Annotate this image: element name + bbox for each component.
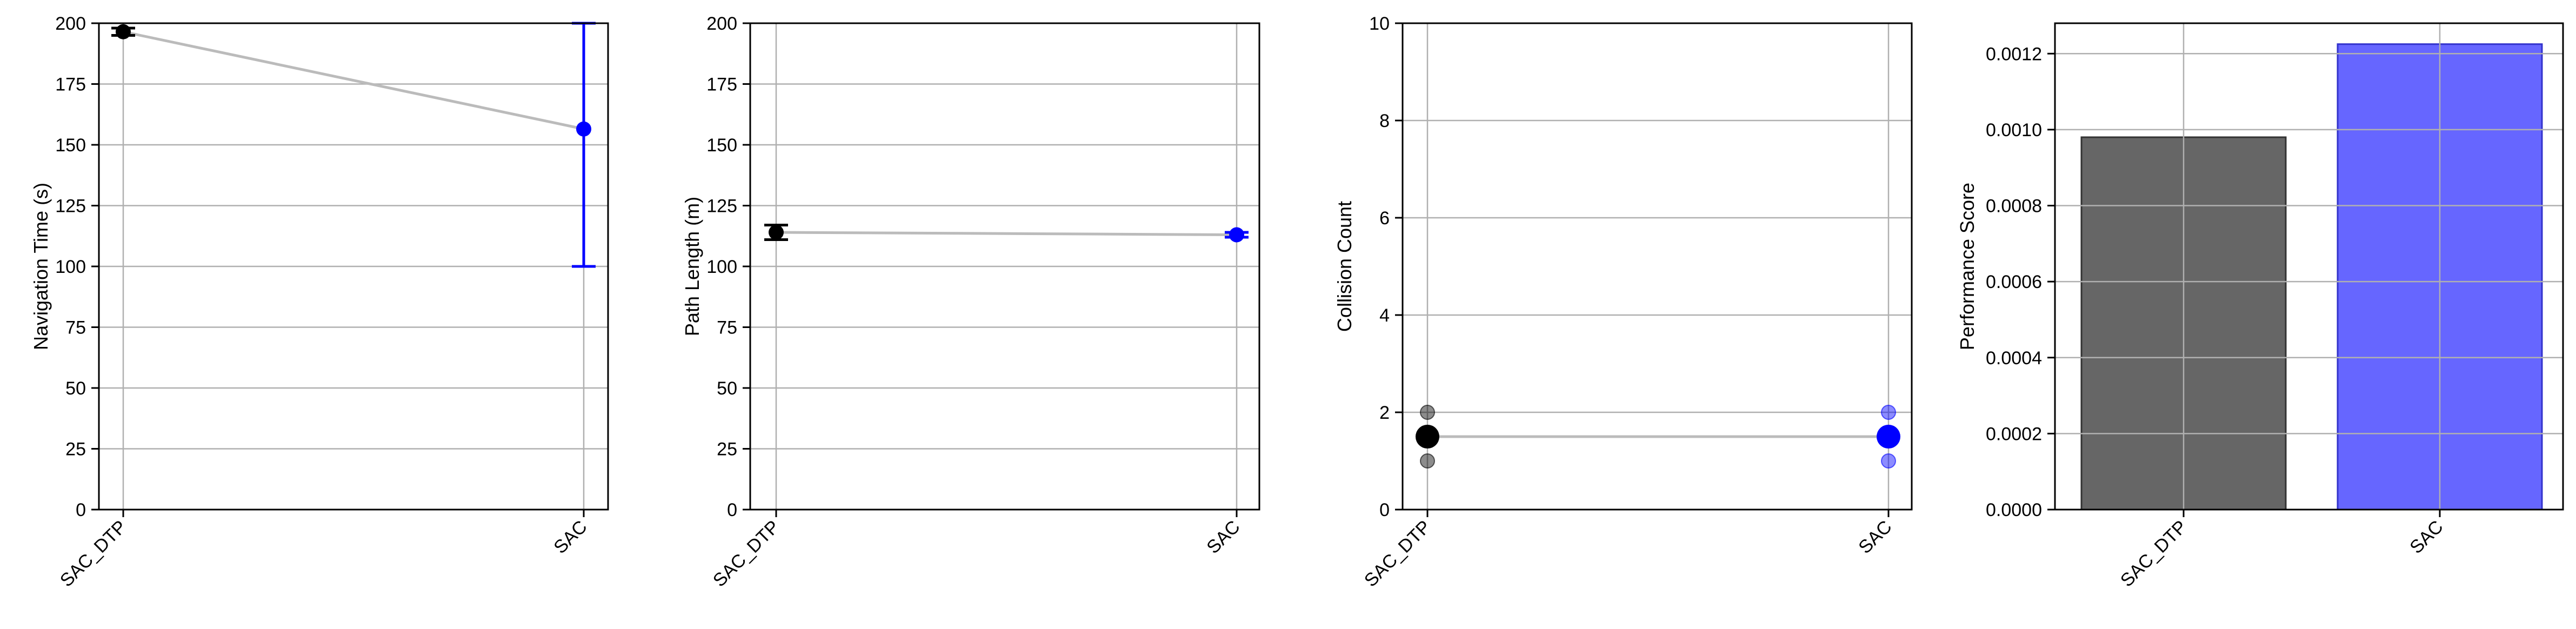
run-point-sac: [1881, 405, 1896, 420]
y-tick-label: 0.0004: [1986, 348, 2042, 369]
connector-line: [123, 30, 584, 131]
y-tick-label: 0.0012: [1986, 44, 2042, 64]
y-tick-label: 150: [706, 135, 737, 156]
y-tick-label: 0.0000: [1986, 500, 2042, 520]
y-axis-label: Performance Score: [1956, 183, 1978, 350]
x-tick-label: SAC_DTP: [1360, 517, 1435, 591]
panel-collision-count: 0 2 4 6 8 10 SAC_DTP SAC Collision Count: [1333, 14, 1913, 591]
y-tick-label: 100: [706, 257, 737, 277]
mean-point-sac-dtp: [1416, 425, 1439, 449]
x-tick-label: SAC: [2406, 517, 2447, 558]
y-tick-label: 175: [706, 75, 737, 95]
y-axis-label: Navigation Time (s): [30, 183, 52, 350]
point-sac: [576, 121, 591, 137]
x-tick-label: SAC: [1854, 517, 1896, 558]
y-tick-label: 0: [76, 500, 86, 520]
y-tick-label: 0.0008: [1986, 196, 2042, 217]
y-tick-label: 200: [706, 14, 737, 34]
x-tick-label: SAC_DTP: [56, 517, 131, 591]
y-tick-label: 25: [717, 439, 737, 460]
y-tick-label: 0.0006: [1986, 272, 2042, 292]
y-tick-label: 10: [1369, 14, 1390, 34]
y-tick-label: 4: [1379, 305, 1390, 326]
x-tick-label: SAC: [550, 517, 591, 558]
axes-frame: [1402, 22, 1913, 511]
y-tick-label: 125: [55, 196, 86, 217]
x-tick-label: SAC_DTP: [709, 517, 784, 591]
y-tick-label: 200: [55, 14, 86, 34]
run-point-sac-dtp: [1420, 453, 1435, 469]
y-tick-label: 0.0010: [1986, 120, 2042, 140]
y-tick-label: 50: [65, 378, 86, 399]
point-sac-dtp: [116, 24, 131, 39]
x-tick-label: SAC_DTP: [2117, 517, 2191, 591]
run-point-sac: [1881, 453, 1896, 469]
point-sac: [1229, 227, 1244, 243]
panel-performance-score: 0.0000 0.0002 0.0004 0.0006 0.0008 0.0010 0.00…: [1956, 22, 2564, 591]
connector-line: [776, 231, 1237, 236]
y-tick-label: 25: [65, 439, 86, 460]
y-tick-label: 75: [65, 318, 86, 338]
y-tick-label: 50: [717, 378, 737, 399]
x-tick-label: SAC: [1203, 517, 1244, 558]
y-tick-label: 125: [706, 196, 737, 217]
mean-point-sac: [1877, 425, 1900, 449]
axes-frame: [2054, 22, 2564, 511]
y-tick-label: 175: [55, 75, 86, 95]
y-axis-label: Path Length (m): [681, 197, 703, 336]
run-point-sac-dtp: [1420, 405, 1435, 420]
panel-path-length: 0 25 50 75 100 125 150 175 200 SAC_DTP SAC Path Len…: [681, 14, 1260, 591]
y-tick-label: 100: [55, 257, 86, 277]
y-tick-label: 0.0002: [1986, 424, 2042, 444]
y-tick-label: 2: [1379, 403, 1390, 423]
y-axis-label: Collision Count: [1333, 201, 1356, 332]
y-tick-label: 75: [717, 318, 737, 338]
y-tick-label: 150: [55, 135, 86, 156]
y-tick-label: 6: [1379, 208, 1390, 229]
y-tick-label: 8: [1379, 111, 1390, 131]
panel-navigation-time: 0 25 50 75 100 125 150 175 200 SAC_DTP SAC Navigati…: [30, 14, 609, 591]
point-sac-dtp: [769, 225, 784, 240]
y-tick-label: 0: [727, 500, 737, 520]
y-tick-label: 0: [1379, 500, 1390, 520]
